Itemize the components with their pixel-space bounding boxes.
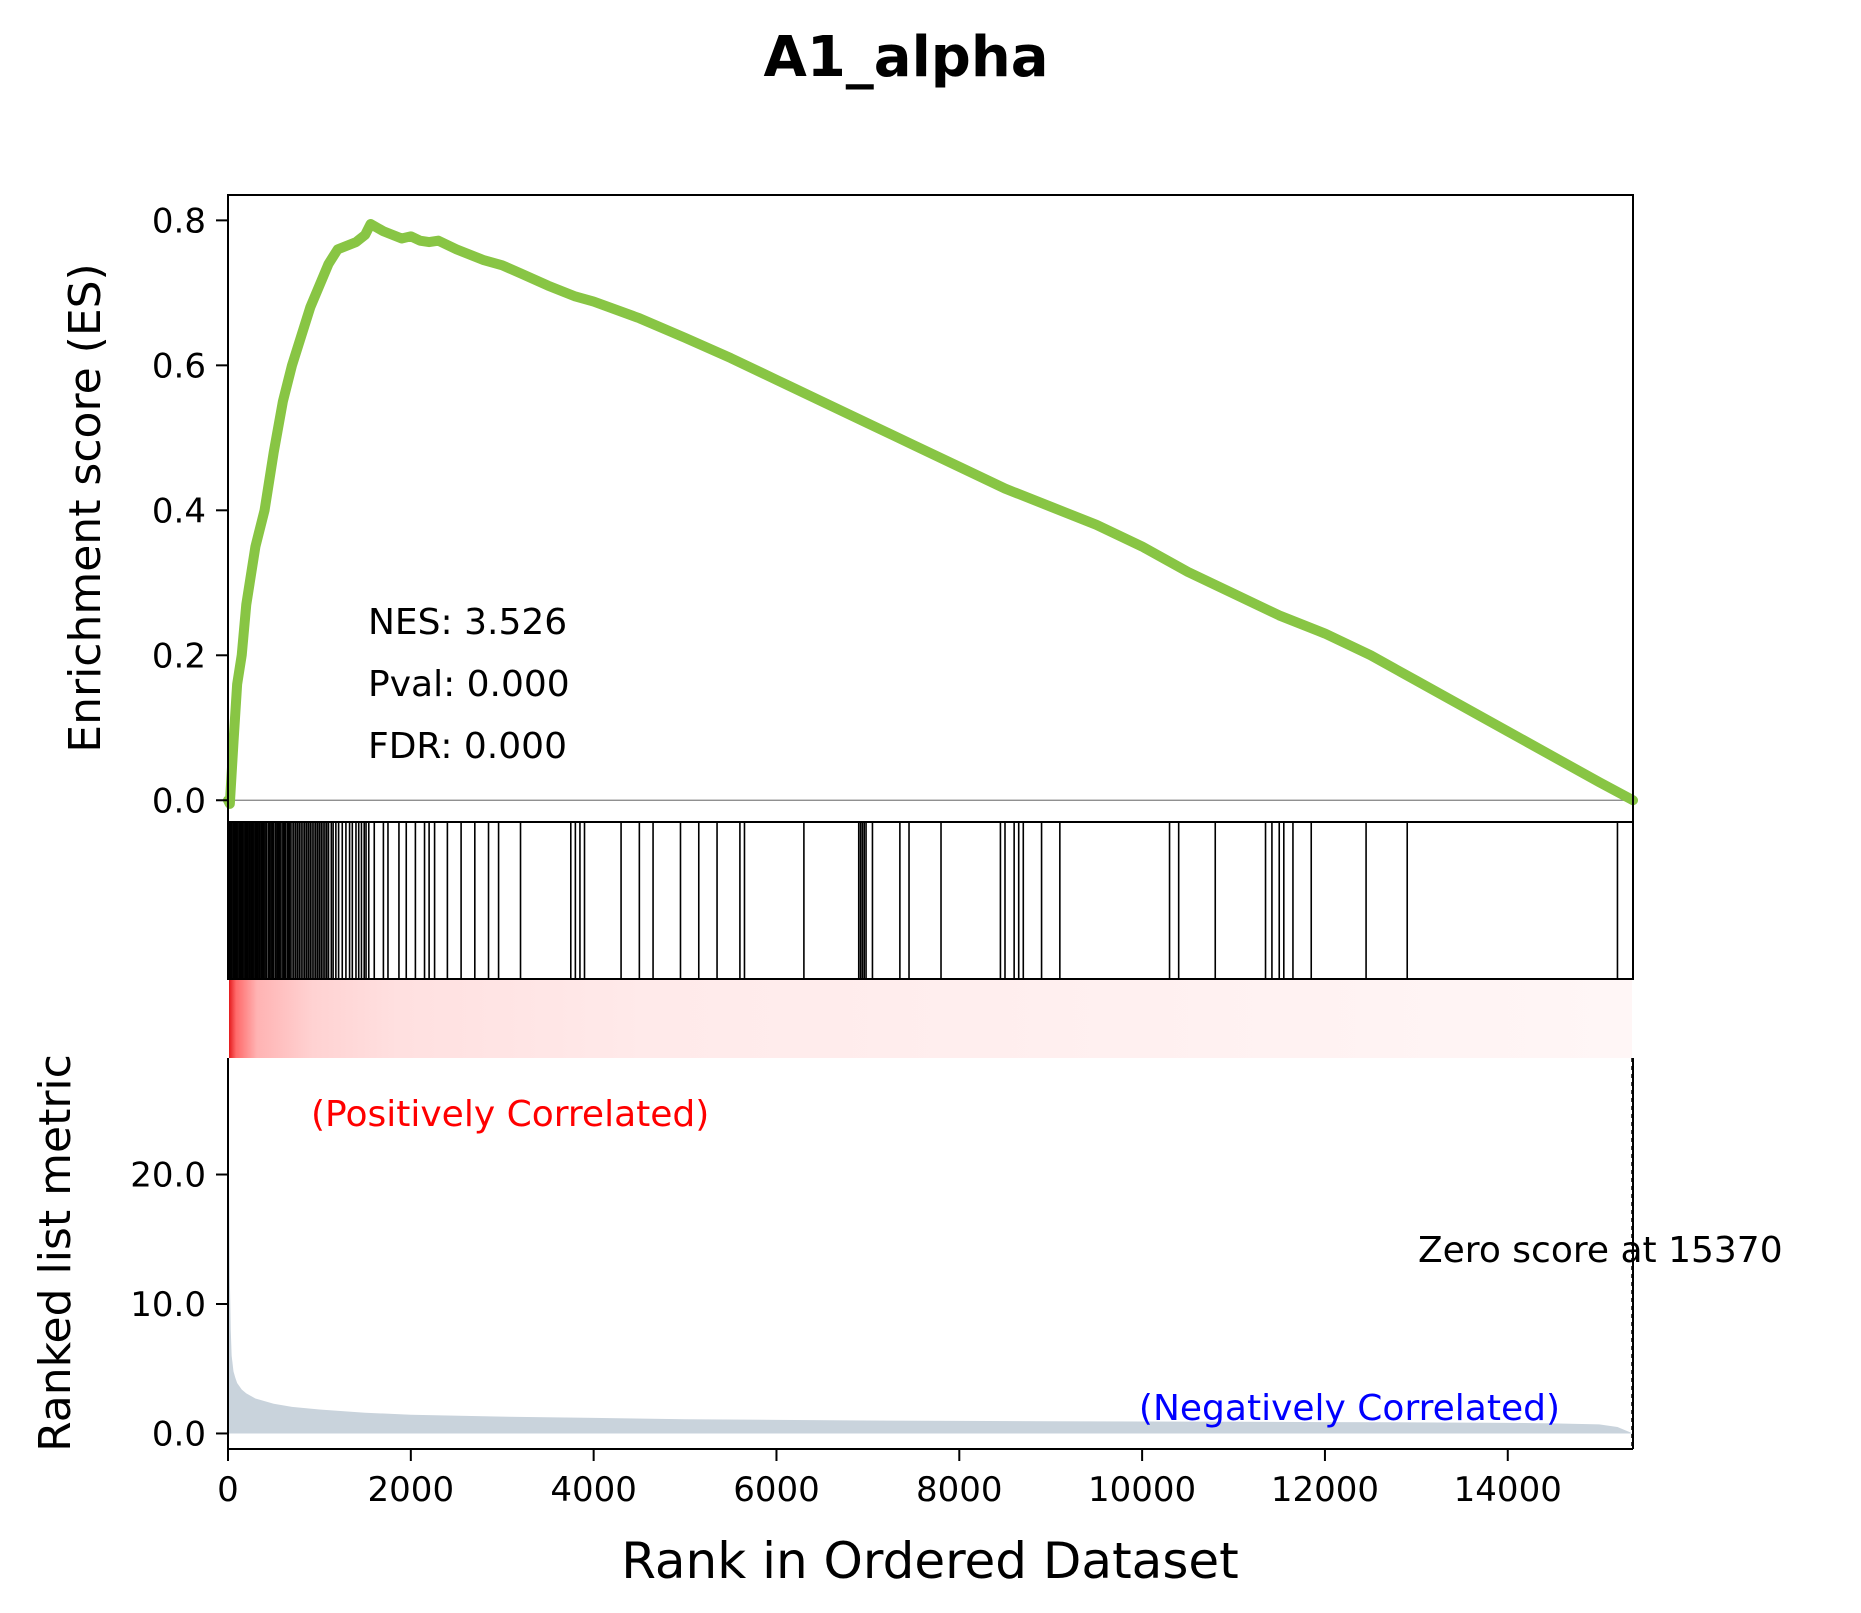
metric-y-ticks: 0.0 10.0 20.0 — [130, 1156, 228, 1454]
x-ticks: 0 2000 4000 6000 8000 10000 12000 14000 — [217, 1449, 1562, 1510]
es-panel: 0.0 0.2 0.4 0.6 0.8 Enrichment score (ES) NE… — [60, 194, 1638, 823]
x-tick-label: 6000 — [733, 1470, 820, 1510]
metric-y-tick-label: 0.0 — [152, 1414, 206, 1454]
metric-y-axis-label: Ranked list metric — [30, 1054, 81, 1452]
es-y-ticks: 0.0 0.2 0.4 0.6 0.8 — [152, 201, 228, 821]
es-y-tick-label: 0.4 — [152, 491, 206, 531]
es-series-line — [223, 218, 1638, 809]
x-tick-label: 12000 — [1271, 1470, 1379, 1510]
chart-title: A1_alpha — [763, 25, 1048, 90]
es-y-axis-label: Enrichment score (ES) — [60, 263, 111, 752]
x-tick-label: 8000 — [916, 1470, 1003, 1510]
correlation-gradient-bar — [229, 980, 1632, 1058]
metric-y-tick-label: 10.0 — [130, 1285, 206, 1325]
es-y-tick-label: 0.0 — [152, 781, 206, 821]
x-tick-label: 0 — [217, 1470, 239, 1510]
positive-correlated-label: (Positively Correlated) — [311, 1094, 709, 1135]
zero-score-label: Zero score at 15370 — [1418, 1230, 1783, 1271]
hits-panel — [227, 821, 1634, 980]
hits-panel-frame — [227, 821, 1634, 980]
metric-panel: 0.0 10.0 20.0 0 2000 4000 6000 8000 10000 12000 1… — [30, 1054, 1783, 1590]
fdr-label: FDR: 0.000 — [368, 726, 567, 767]
x-tick-label: 2000 — [368, 1470, 455, 1510]
metric-y-tick-label: 20.0 — [130, 1156, 206, 1196]
x-tick-label: 14000 — [1454, 1470, 1562, 1510]
es-y-tick-label: 0.6 — [152, 346, 206, 386]
nes-label: NES: 3.526 — [368, 602, 567, 643]
pval-label: Pval: 0.000 — [368, 664, 570, 705]
es-y-tick-label: 0.8 — [152, 201, 206, 241]
x-axis-label: Rank in Ordered Dataset — [621, 1532, 1238, 1590]
x-tick-label: 4000 — [550, 1470, 637, 1510]
hit-lines — [228, 822, 1619, 979]
x-tick-label: 10000 — [1088, 1470, 1196, 1510]
es-y-tick-label: 0.2 — [152, 636, 206, 676]
negative-correlated-label: (Negatively Correlated) — [1139, 1388, 1560, 1429]
